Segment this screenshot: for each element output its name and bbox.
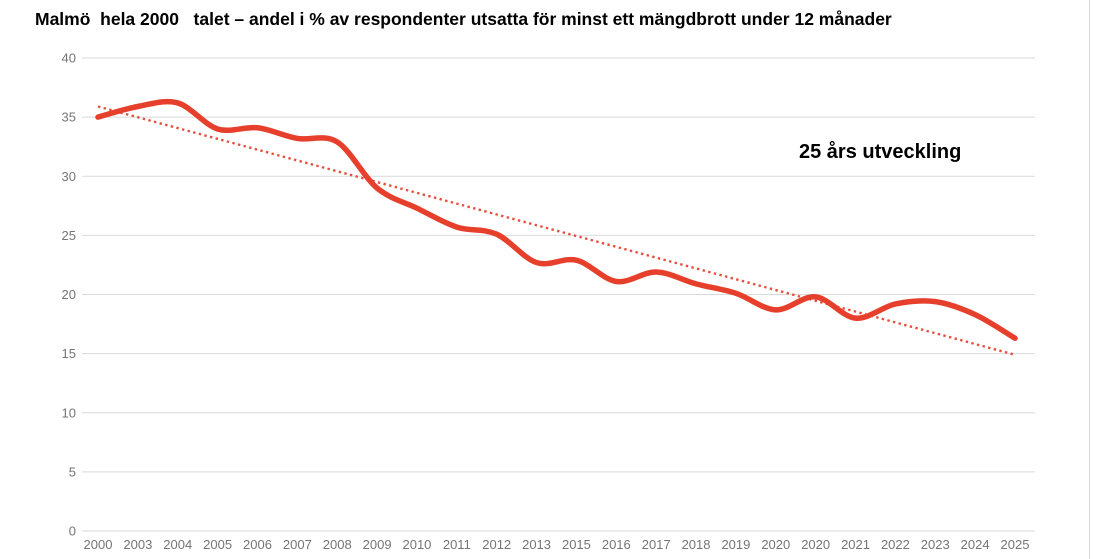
x-axis-tick-label: 2020 <box>761 537 790 552</box>
y-axis-tick-label: 30 <box>62 169 76 184</box>
x-axis-tick-label: 2012 <box>482 537 511 552</box>
x-axis-tick-label: 2022 <box>881 537 910 552</box>
y-axis-tick-label: 20 <box>62 287 76 302</box>
x-axis-tick-label: 2020 <box>801 537 830 552</box>
x-axis-tick-label: 2016 <box>602 537 631 552</box>
main-series-line <box>95 98 1018 342</box>
x-axis-tick-label: 2000 <box>84 537 113 552</box>
y-axis-tick-label: 35 <box>62 110 76 125</box>
x-axis-tick-label: 2023 <box>921 537 950 552</box>
x-axis-tick-label: 2024 <box>961 537 990 552</box>
y-axis-tick-label: 0 <box>69 524 76 539</box>
y-axis-labels: 0 5 10 15 20 25 30 35 40 <box>62 51 76 539</box>
x-axis-tick-label: 2009 <box>363 537 392 552</box>
x-axis-tick-label: 2019 <box>721 537 750 552</box>
y-axis-tick-label: 40 <box>62 51 76 66</box>
x-axis-tick-label: 2021 <box>841 537 870 552</box>
x-axis-tick-label: 2003 <box>123 537 152 552</box>
chart-title: Malmö hela 2000 talet – andel i % av res… <box>35 9 892 29</box>
x-axis-tick-label: 2005 <box>203 537 232 552</box>
x-axis-tick-label: 2007 <box>283 537 312 552</box>
gridlines-layer <box>82 57 1035 532</box>
y-axis-tick-label: 10 <box>62 405 76 420</box>
x-axis-tick-label: 2013 <box>522 537 551 552</box>
y-axis-tick-label: 25 <box>62 228 76 243</box>
series-layer <box>95 98 1018 356</box>
y-axis-tick-label: 15 <box>62 346 76 361</box>
x-axis-tick-label: 2018 <box>682 537 711 552</box>
x-axis-tick-label: 2015 <box>562 537 591 552</box>
x-axis-tick-label: 2004 <box>163 537 192 552</box>
x-axis-tick-label: 2008 <box>323 537 352 552</box>
y-axis-tick-label: 5 <box>69 464 76 479</box>
x-axis-tick-label: 2025 <box>1001 537 1030 552</box>
x-axis-tick-label: 2010 <box>402 537 431 552</box>
chart-annotation: 25 års utveckling <box>799 141 962 163</box>
screenshot-edge-divider <box>1089 0 1090 559</box>
trend-line <box>97 105 1016 356</box>
x-axis-tick-label: 2017 <box>642 537 671 552</box>
x-axis-tick-label: 2006 <box>243 537 272 552</box>
x-axis-tick-label: 2011 <box>443 537 471 552</box>
x-axis-labels: 2000 2003 2004 2005 2006 2007 2008 2009 2010 2011… <box>84 537 1030 552</box>
